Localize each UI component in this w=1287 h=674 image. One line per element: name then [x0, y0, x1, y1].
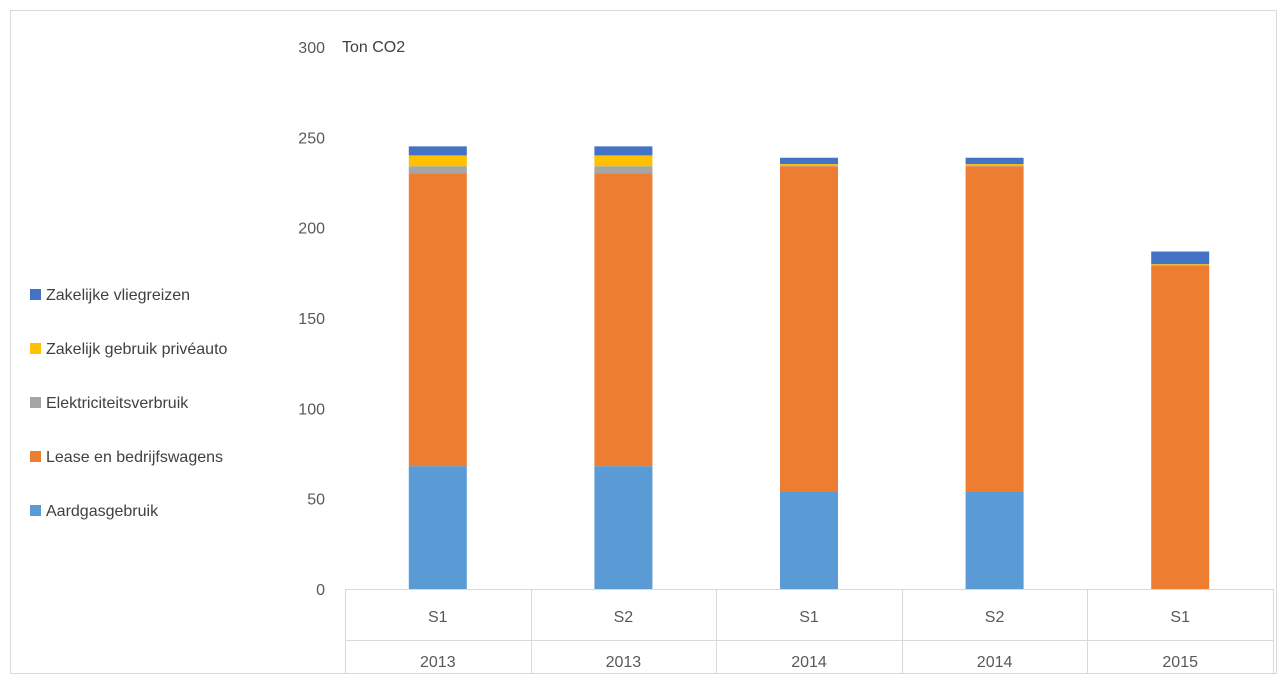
legend-label: Zakelijk gebruik privéauto	[46, 341, 228, 358]
x-tick-label-period: S1	[1170, 609, 1190, 626]
legend: Zakelijke vliegreizen Zakelijk gebruik pr…	[30, 287, 228, 520]
bar-segment	[594, 155, 653, 167]
legend-swatch	[30, 343, 41, 354]
y-axis: 0 50 100 150 200 250 300	[298, 40, 325, 599]
bar-segment	[408, 155, 467, 167]
legend-label: Zakelijke vliegreizen	[46, 287, 190, 304]
bar-segment	[1151, 265, 1210, 266]
legend-label: Elektriciteitsverbruik	[46, 395, 189, 412]
x-tick-label-year: 2013	[606, 654, 642, 671]
bar-segment	[594, 173, 653, 467]
x-axis: S1 2013 S2 2013 S1 2014 S2 2014 S1 2015	[345, 589, 1274, 674]
bar-segment	[1151, 251, 1210, 265]
legend-label: Lease en bedrijfswagens	[46, 449, 223, 466]
bar-segment	[780, 166, 838, 492]
legend-label: Aardgasgebruik	[46, 503, 159, 520]
y-tick-label: 0	[316, 582, 325, 599]
bar-segment	[780, 164, 838, 166]
bar-segment	[965, 157, 1024, 165]
x-tick-label-period: S1	[799, 609, 819, 626]
y-unit-label: Ton CO2	[342, 39, 405, 56]
x-tick-label-period: S2	[614, 609, 634, 626]
x-tick-label-year: 2015	[1162, 654, 1198, 671]
bar-segment	[965, 165, 1024, 167]
bar-segment	[408, 173, 467, 467]
bar-segment	[965, 166, 1024, 492]
x-tick-label-year: 2013	[420, 654, 456, 671]
bar-segment	[1151, 265, 1210, 589]
bar-segment	[780, 157, 838, 165]
x-tick-label-period: S1	[428, 609, 448, 626]
x-tick-label-year: 2014	[791, 654, 827, 671]
x-tick-label-period: S2	[985, 609, 1005, 626]
y-tick-label: 300	[298, 40, 325, 57]
y-tick-label: 150	[298, 311, 325, 328]
x-tick-label-year: 2014	[977, 654, 1013, 671]
y-tick-label: 250	[298, 130, 325, 147]
bars	[408, 146, 1210, 589]
y-tick-label: 200	[298, 221, 325, 238]
y-tick-label: 50	[307, 492, 325, 509]
legend-swatch	[30, 451, 41, 462]
legend-swatch	[30, 505, 41, 516]
bar-segment	[780, 165, 838, 167]
bar-segment	[594, 466, 653, 589]
bar-segment	[594, 166, 653, 174]
bar-segment	[780, 491, 838, 589]
bar-segment	[408, 146, 467, 156]
bar-segment	[594, 146, 653, 156]
bar-segment	[408, 166, 467, 174]
bar-segment	[965, 164, 1024, 166]
bar-segment	[408, 466, 467, 589]
legend-swatch	[30, 289, 41, 300]
y-tick-label: 100	[298, 401, 325, 418]
legend-swatch	[30, 397, 41, 408]
bar-segment	[965, 491, 1024, 589]
bar-segment	[1151, 264, 1210, 266]
